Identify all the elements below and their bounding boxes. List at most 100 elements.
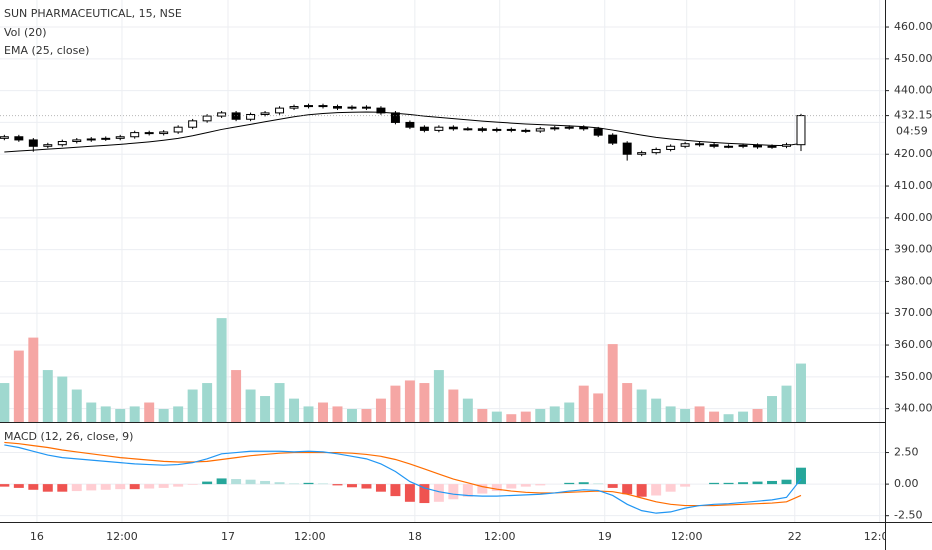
y-tick-label: 390.00 bbox=[894, 243, 932, 256]
volume-bar bbox=[680, 409, 691, 422]
candle-body bbox=[448, 126, 458, 130]
macd-histogram-bar bbox=[636, 484, 647, 497]
macd-histogram-bar bbox=[202, 481, 213, 485]
volume-bar bbox=[318, 402, 328, 422]
macd-histogram-bar bbox=[42, 484, 53, 492]
candle-body bbox=[260, 112, 270, 115]
candle-body bbox=[753, 144, 763, 148]
macd-histogram-bar bbox=[520, 484, 531, 487]
y-tick-label: 410.00 bbox=[894, 179, 932, 192]
candle-body bbox=[173, 126, 183, 133]
last-price-box bbox=[886, 107, 932, 138]
macd-histogram-bar bbox=[651, 484, 662, 496]
y-tick-label: 370.00 bbox=[894, 306, 932, 319]
candle-body bbox=[550, 127, 560, 130]
chart-title: SUN PHARMACEUTICAL, 15, NSE bbox=[4, 7, 182, 20]
candle-body bbox=[695, 143, 705, 146]
volume-bar bbox=[115, 409, 126, 422]
candle-body bbox=[709, 144, 719, 147]
candle-body bbox=[637, 152, 647, 155]
candle-body bbox=[304, 105, 314, 108]
volume-bar bbox=[361, 409, 372, 422]
volume-bar bbox=[260, 396, 271, 422]
macd-legend: MACD (12, 26, close, 9) bbox=[4, 430, 133, 443]
candle-body bbox=[217, 112, 227, 117]
macd-histogram-bar bbox=[57, 484, 68, 492]
macd-histogram-bar bbox=[390, 484, 401, 497]
candle-body bbox=[477, 128, 487, 131]
candle-body bbox=[622, 142, 632, 155]
volume-bar bbox=[375, 398, 386, 422]
volume-bar bbox=[71, 389, 82, 422]
macd-histogram-bar bbox=[535, 484, 546, 486]
candle-body bbox=[72, 139, 82, 143]
volume-bar bbox=[245, 389, 256, 422]
x-tick-label: 17 bbox=[221, 530, 235, 543]
macd-histogram-bar bbox=[607, 484, 618, 488]
candle-body bbox=[347, 106, 357, 109]
candle-body bbox=[390, 112, 400, 123]
candle-body bbox=[333, 106, 342, 109]
macd-histogram-bar bbox=[796, 467, 806, 485]
macd-histogram-bar bbox=[173, 484, 184, 487]
candle-body bbox=[130, 132, 140, 138]
macd-histogram-bar bbox=[115, 484, 126, 490]
macd-histogram-bar bbox=[738, 482, 749, 485]
macd-histogram-bar bbox=[274, 482, 285, 485]
signal-line bbox=[4, 441, 802, 507]
macd-histogram-bar bbox=[318, 483, 328, 485]
macd-tick-label: 0.00 bbox=[894, 477, 919, 490]
candle-body bbox=[202, 115, 212, 122]
macd-histogram-bar bbox=[622, 484, 633, 495]
candle-body bbox=[535, 128, 545, 132]
macd-histogram-bar bbox=[216, 478, 227, 485]
x-tick-label: 19 bbox=[598, 530, 612, 543]
x-tick-label: 12:00 bbox=[671, 530, 703, 543]
macd-histogram-bar bbox=[433, 484, 444, 502]
y-tick-label: 450.00 bbox=[894, 52, 932, 65]
candle-body bbox=[796, 115, 806, 146]
volume-bar bbox=[477, 409, 488, 422]
candle-body bbox=[361, 106, 371, 109]
macd-histogram-bar bbox=[477, 484, 488, 494]
y-tick-label: 350.00 bbox=[894, 370, 932, 383]
macd-histogram-bar bbox=[144, 484, 155, 489]
macd-histogram-bar bbox=[71, 484, 82, 492]
macd-histogram-bar bbox=[767, 480, 778, 485]
candle-body bbox=[434, 126, 444, 131]
volume-bar bbox=[738, 411, 749, 422]
candle-body bbox=[159, 131, 169, 135]
candle-body bbox=[593, 128, 603, 136]
candle-body bbox=[492, 128, 502, 131]
candle-body bbox=[144, 132, 154, 135]
volume-bar bbox=[346, 409, 357, 422]
candle-body bbox=[521, 129, 531, 132]
volume-bar bbox=[636, 389, 647, 422]
volume-bar bbox=[694, 406, 705, 422]
candle-body bbox=[14, 136, 24, 141]
volume-bar bbox=[709, 411, 720, 422]
macd-histogram-bar bbox=[86, 484, 97, 491]
volume-bar bbox=[289, 398, 300, 422]
candle-body bbox=[28, 139, 38, 147]
volume-bar bbox=[433, 370, 444, 422]
volume-bar bbox=[404, 380, 415, 422]
macd-histogram-bar bbox=[346, 484, 357, 488]
volume-bar bbox=[13, 350, 24, 422]
volume-bar bbox=[651, 398, 662, 422]
volume-bar bbox=[390, 385, 401, 422]
volume-bar bbox=[144, 402, 155, 422]
y-tick-label: 340.00 bbox=[894, 402, 932, 415]
volume-bar bbox=[86, 402, 97, 422]
candle-body bbox=[419, 126, 429, 131]
macd-histogram-bar bbox=[491, 484, 502, 492]
macd-histogram-bar bbox=[303, 482, 314, 485]
volume-bar bbox=[549, 406, 560, 422]
candle-body bbox=[724, 145, 734, 148]
macd-histogram-bar bbox=[564, 482, 575, 485]
labels-layer: 16 12:00 17 12:00 18 12:00 19 12:00 22 12:00 340.0… bbox=[30, 20, 932, 543]
macd-histogram-bar bbox=[245, 479, 256, 485]
volume-bar bbox=[622, 383, 633, 422]
candle-body bbox=[318, 105, 328, 108]
